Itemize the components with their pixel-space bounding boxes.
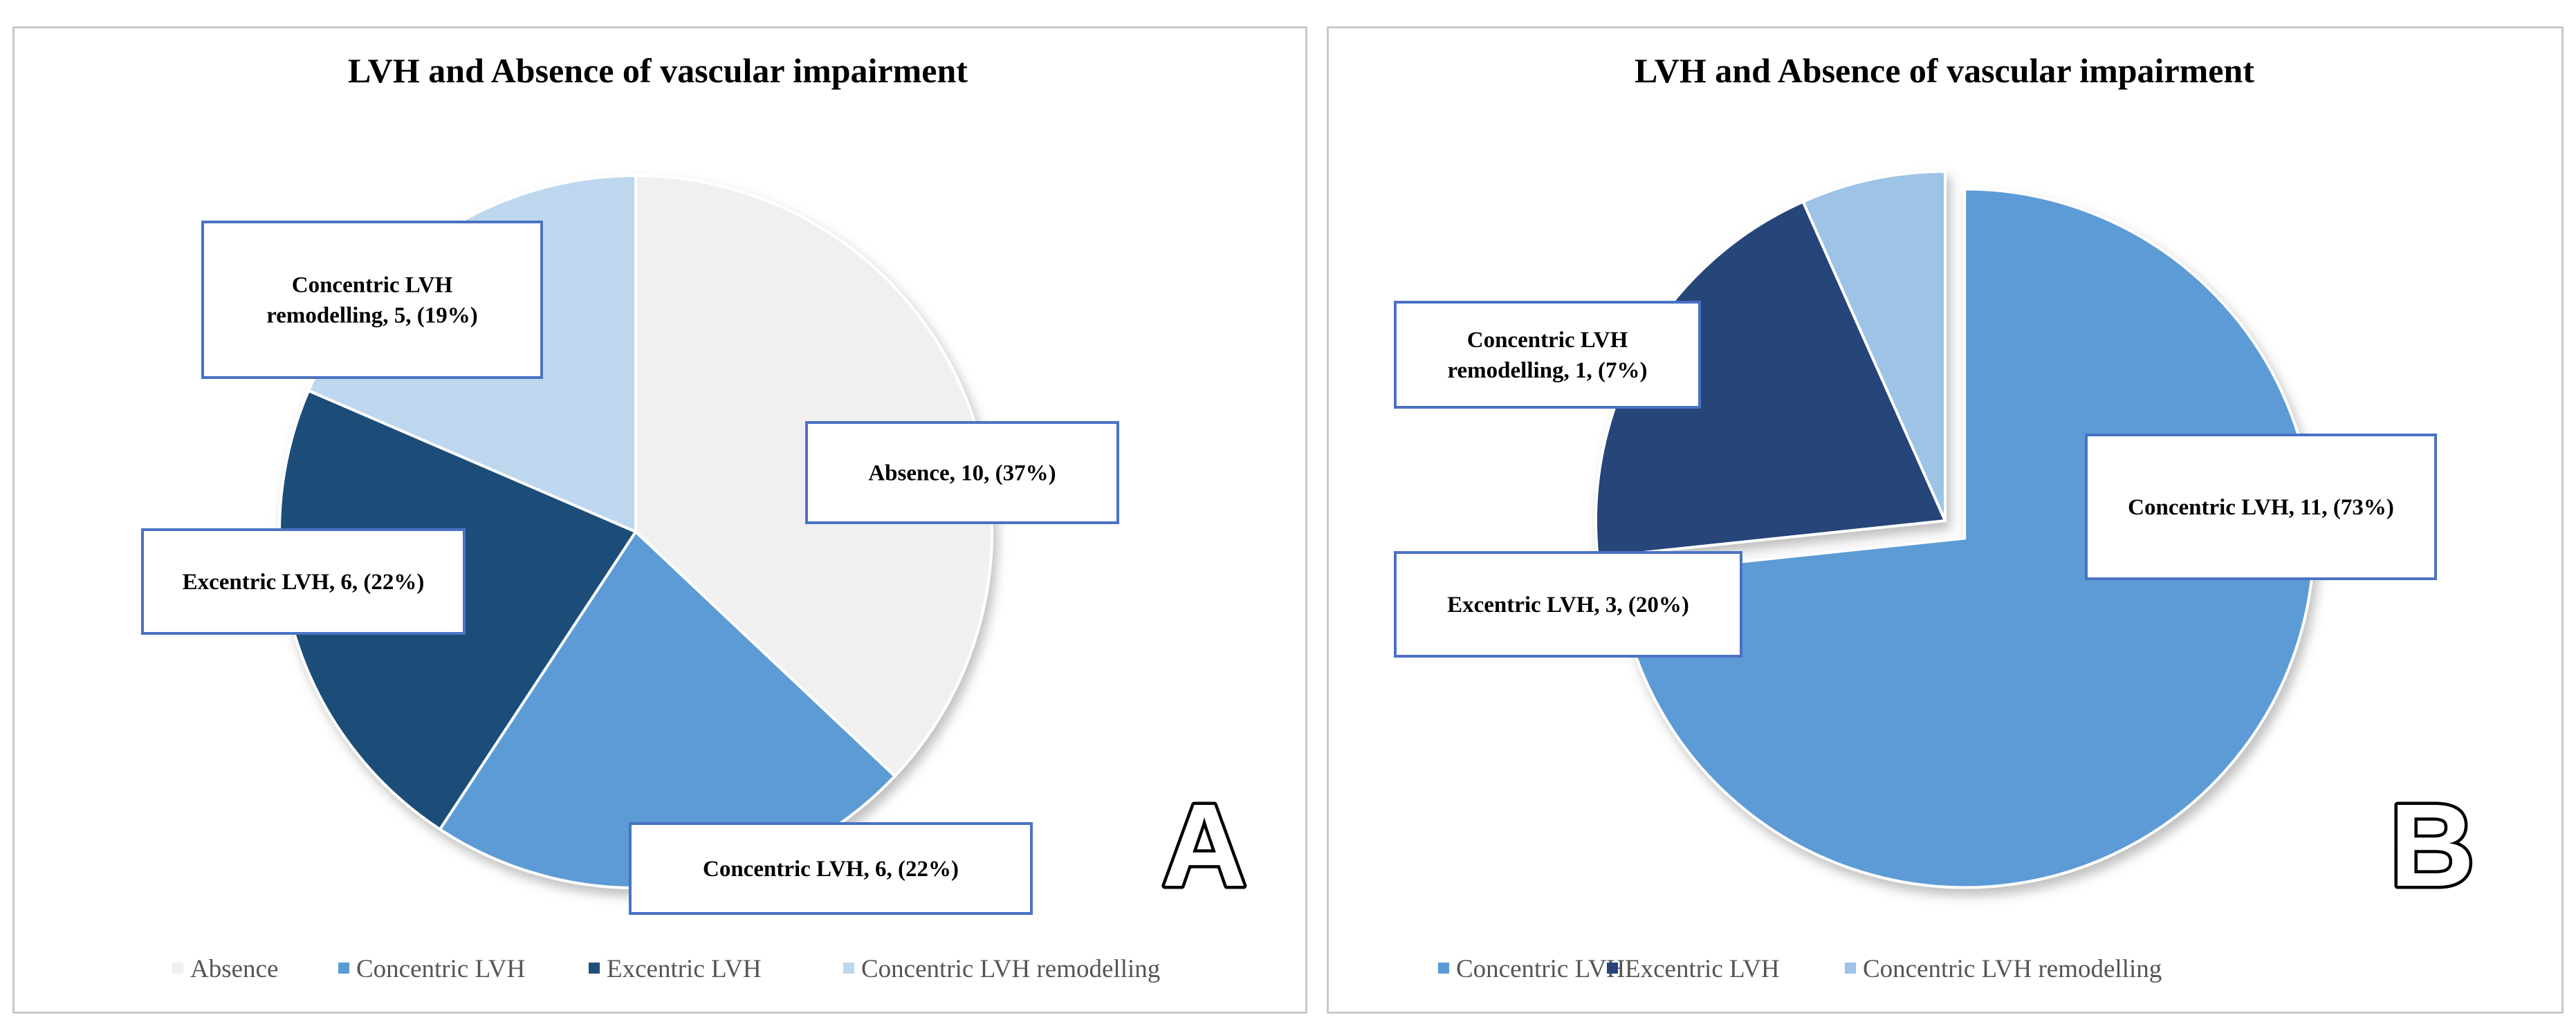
- legend-swatch: [843, 963, 854, 974]
- callouts-a: Absence, 10, (37%) Concentric LVH, 6, (22…: [141, 221, 1119, 915]
- legend-item-absence: Absence: [172, 955, 278, 983]
- data-label-box: [1394, 301, 1701, 409]
- legend-label: Excentric LVH: [607, 955, 762, 983]
- legend-swatch: [1607, 963, 1618, 974]
- data-label-concentric-lvh-remodelling: Concentric LVH remodelling, 1, (7%): [1394, 301, 1701, 409]
- legend-label: Concentric LVH remodelling: [1863, 955, 2162, 983]
- chart-title-a: LVH and Absence of vascular impairment: [348, 51, 968, 90]
- chart-panel-a: LVH and Absence of vascular impairment A…: [12, 26, 1307, 1014]
- data-label-text: Excentric LVH, 3, (20%): [1447, 593, 1689, 617]
- data-label-text: Absence, 10, (37%): [868, 461, 1056, 486]
- data-label-text: Excentric LVH, 6, (22%): [183, 570, 425, 595]
- data-label-box: [141, 528, 466, 635]
- legend-label: Excentric LVH: [1625, 955, 1780, 983]
- legend-label: Concentric LVH: [356, 955, 525, 983]
- data-label-absence: Absence, 10, (37%): [805, 421, 1119, 524]
- legend-label: Concentric LVH: [1456, 955, 1625, 983]
- pie-chart-b-svg: LVH and Absence of vascular impairment C…: [1394, 51, 2478, 983]
- data-label-concentric-lvh: Concentric LVH, 6, (22%): [629, 822, 1033, 915]
- legend-item-concentric-lvh-remodelling: Concentric LVH remodelling: [1845, 955, 2162, 983]
- data-label-box: [629, 822, 1033, 915]
- data-label-concentric-lvh-remodelling: Concentric LVH remodelling, 5, (19%): [201, 221, 543, 379]
- legend-swatch: [1845, 963, 1856, 974]
- data-label-text: Concentric LVH, 11, (73%): [2128, 495, 2394, 520]
- callouts-b: Concentric LVH, 11, (73%) Excentric LVH, …: [1394, 301, 2437, 658]
- panel-letter-b: B: [2390, 780, 2475, 911]
- data-label-text: Concentric LVH: [1467, 328, 1628, 353]
- pie-slice-concentric-lvh-remodelling: [1801, 169, 1947, 521]
- data-label-concentric-lvh: Concentric LVH, 11, (73%): [2085, 434, 2437, 580]
- data-label-text: Concentric LVH, 6, (22%): [703, 857, 959, 882]
- pie-slices-b: [1594, 169, 2316, 889]
- legend-item-concentric-lvh: Concentric LVH: [338, 955, 525, 983]
- legend-a: Absence Concentric LVH Excentric LVH Concen…: [172, 955, 1160, 983]
- data-label-text: remodelling, 5, (19%): [266, 304, 478, 328]
- legend-swatch: [1438, 963, 1449, 974]
- pie-slice-concentric-lvh: [1615, 187, 2316, 889]
- data-label-box: [2085, 434, 2437, 580]
- data-label-box: [1394, 551, 1742, 658]
- data-label-text: remodelling, 1, (7%): [1447, 358, 1647, 383]
- pie-chart-a-svg: LVH and Absence of vascular impairment A…: [141, 51, 1250, 983]
- legend-label: Concentric LVH remodelling: [861, 955, 1160, 983]
- data-label-text: Concentric LVH: [292, 273, 453, 298]
- legend-item-concentric-lvh: Concentric LVH: [1438, 955, 1625, 983]
- data-label-excentric-lvh: Excentric LVH, 3, (20%): [1394, 551, 1742, 658]
- chart-panel-b: LVH and Absence of vascular impairment C…: [1327, 26, 2564, 1014]
- legend-b: Concentric LVH Excentric LVH Concentric LV…: [1438, 955, 2162, 983]
- panel-letter-a: A: [1162, 780, 1247, 911]
- data-label-box: [201, 221, 543, 379]
- data-label-box: [805, 421, 1119, 524]
- legend-item-excentric-lvh: Excentric LVH: [1607, 955, 1780, 983]
- data-label-excentric-lvh: Excentric LVH, 6, (22%): [141, 528, 466, 635]
- chart-title-b: LVH and Absence of vascular impairment: [1635, 51, 2254, 90]
- legend-swatch: [172, 963, 183, 974]
- legend-label: Absence: [190, 955, 278, 983]
- legend-item-excentric-lvh: Excentric LVH: [589, 955, 762, 983]
- legend-swatch: [589, 963, 600, 974]
- legend-swatch: [338, 963, 349, 974]
- legend-item-concentric-lvh-remodelling: Concentric LVH remodelling: [843, 955, 1160, 983]
